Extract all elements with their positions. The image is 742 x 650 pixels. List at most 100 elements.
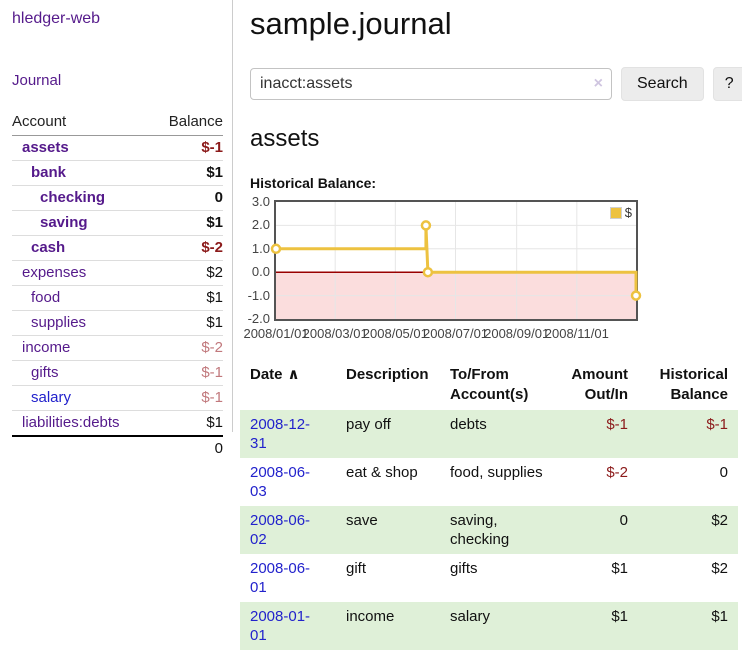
transaction-description: eat & shop [346,464,418,481]
clear-search-icon[interactable]: × [593,75,603,92]
sidebar-account-link[interactable]: checking [40,189,106,206]
account-balance: $1 [206,414,223,431]
sidebar-item-journal[interactable]: Journal [12,72,62,89]
sidebar-account-link[interactable]: assets [22,139,69,156]
accounts-header-balance: Balance [152,110,223,136]
account-name-cell: checking [12,185,153,211]
transaction-row: 2008-12-31 pay off debts $-1 $-1 [240,410,738,458]
transaction-amount: $1 [611,560,628,577]
x-axis-tick-label: 2008/09/01 [484,326,550,341]
account-row: gifts $-1 [12,360,223,386]
sidebar-account-link[interactable]: cash [31,239,66,256]
sidebar: hledger-web Journal Account Balance asse… [0,0,233,461]
account-balance: $1 [206,314,223,331]
account-name-cell: salary [12,385,153,411]
transaction-description: gift [346,560,367,577]
transaction-row: 2008-06-02 save saving, checking 0 $2 [240,506,738,554]
account-name-cell: liabilities:debts [12,410,153,437]
account-balance-cell: $1 [152,160,223,186]
account-balance-cell: $-1 [152,135,223,161]
transaction-description: income [346,608,395,625]
account-balance-cell: $-1 [152,360,223,386]
account-row: income $-2 [12,335,223,361]
account-name-cell: income [12,335,153,361]
transaction-accounts: debts [450,416,487,433]
transaction-date-cell: 2008-01-01 [240,602,336,650]
search-input-wrap: × [250,68,612,100]
register-header-row: Date ∧ Description To/From Account(s) Amo… [240,360,738,410]
x-axis-tick-label: 2008/05/01 [362,326,428,341]
transaction-amount: 0 [619,512,628,529]
search-bar: × Search ? [240,67,742,101]
transaction-amount: $-2 [606,464,628,481]
sort-ascending-icon: ∧ [287,366,300,383]
sidebar-account-link[interactable]: food [31,289,61,306]
sidebar-account-link[interactable]: expenses [22,264,87,281]
account-balance-cell: $1 [152,410,223,437]
accounts-header-account: Account [12,110,153,136]
register-header-date-label: Date [250,366,283,383]
page-title: sample.journal [250,6,452,41]
sidebar-account-link[interactable]: saving [40,214,88,231]
sidebar-account-link[interactable]: liabilities:debts [22,414,120,431]
sidebar-account-link[interactable]: income [22,339,71,356]
transaction-balance: 0 [719,464,728,481]
sidebar-account-link[interactable]: supplies [31,314,87,331]
y-axis-tick-label: 2.0 [251,217,270,233]
y-axis-tick-label: 1.0 [251,240,270,256]
account-row: supplies $1 [12,310,223,336]
transaction-date-link[interactable]: 2008-06-03 [250,464,311,500]
transaction-date-cell: 2008-06-03 [240,458,336,506]
chart-plot-area: $ [270,200,642,321]
account-name-cell: assets [12,135,153,161]
account-row: salary $-1 [12,385,223,411]
app-brand-link[interactable]: hledger-web [12,10,101,27]
transaction-date-link[interactable]: 2008-06-02 [250,512,311,548]
sidebar-account-link[interactable]: salary [31,389,72,406]
transaction-accounts: salary [450,608,491,625]
account-balance: $1 [206,164,223,181]
chart-label: Historical Balance: [250,175,377,191]
sidebar-account-link[interactable]: gifts [31,364,59,381]
search-input[interactable] [250,68,612,100]
account-balance: $-1 [201,139,223,156]
account-balance: $1 [206,289,223,306]
transaction-date-link[interactable]: 2008-01-01 [250,608,311,644]
account-row: expenses $2 [12,260,223,286]
y-axis-tick-label: -1.0 [247,287,270,303]
transaction-row: 2008-06-01 gift gifts $1 $2 [240,554,738,602]
x-axis-tick-label: 2008/07/01 [422,326,489,341]
account-balance: $-1 [201,389,223,406]
register-header-accounts: To/From Account(s) [450,366,529,403]
transaction-date-cell: 2008-12-31 [240,410,336,458]
account-name-cell: saving [12,210,153,236]
search-help-button[interactable]: ? [712,67,742,101]
accounts-total-spacer [12,435,153,461]
account-name-cell: food [12,285,153,311]
legend-label: $ [624,205,632,220]
account-name-cell: expenses [12,260,153,286]
account-name-cell: cash [12,235,153,261]
account-balance-cell: $1 [152,310,223,336]
chart-series-svg [270,202,642,319]
account-balance: $2 [206,264,223,281]
account-row: cash $-2 [12,235,223,261]
account-balance: $1 [206,214,223,231]
transaction-accounts: saving, checking [450,512,510,548]
sidebar-account-link[interactable]: bank [31,164,67,181]
account-balance: $-1 [201,364,223,381]
register-table: Date ∧ Description To/From Account(s) Amo… [240,360,738,650]
account-title: assets [250,125,320,152]
register-header-balance: Historical Balance [659,366,728,403]
transaction-date-link[interactable]: 2008-12-31 [250,416,311,452]
y-axis-tick-label: -2.0 [247,311,270,326]
search-button[interactable]: Search [621,67,704,101]
account-row: bank $1 [12,160,223,186]
transaction-date-cell: 2008-06-02 [240,506,336,554]
transaction-description: pay off [346,416,391,433]
transaction-row: 2008-06-03 eat & shop food, supplies $-2 0 [240,458,738,506]
historical-balance-chart: $ 3.0 2.0 1.0 0.0 -1.0 -2.0 2008/01/01 2008/03/… [243,194,742,344]
transaction-date-link[interactable]: 2008-06-01 [250,560,311,596]
legend-swatch-icon [609,206,622,219]
register-header-date[interactable]: Date ∧ [240,360,336,410]
